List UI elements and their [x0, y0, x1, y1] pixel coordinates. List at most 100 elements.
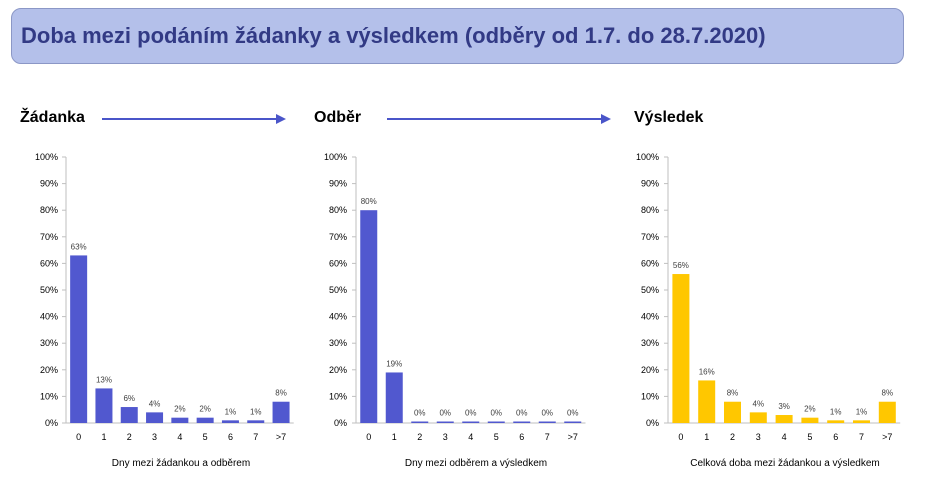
- bar: [221, 420, 239, 423]
- x-tick-label: 4: [468, 432, 473, 442]
- x-tick-label: 6: [833, 432, 838, 442]
- data-label: 0%: [439, 409, 451, 418]
- data-label: 3%: [778, 402, 790, 411]
- x-tick-label: 0: [366, 432, 371, 442]
- y-tick-label: 50%: [40, 285, 58, 295]
- y-tick-label: 90%: [40, 179, 58, 189]
- bar: [247, 420, 265, 423]
- data-label: 2%: [174, 405, 186, 414]
- y-tick-label: 60%: [40, 258, 58, 268]
- bar: [146, 412, 164, 423]
- data-label: 56%: [673, 261, 689, 270]
- bar: [698, 380, 716, 423]
- y-tick-label: 0%: [334, 418, 347, 428]
- stage-label-zadanka: Žádanka: [20, 109, 85, 126]
- bar: [120, 407, 138, 423]
- data-label: 19%: [386, 359, 402, 368]
- data-label: 8%: [727, 389, 739, 398]
- y-tick-label: 0%: [45, 418, 58, 428]
- data-label: 0%: [465, 409, 477, 418]
- stage-label-vysledek: Výsledek: [634, 109, 704, 126]
- arrow-right-icon: [387, 114, 611, 124]
- data-label: 13%: [96, 375, 112, 384]
- y-tick-label: 70%: [40, 232, 58, 242]
- y-tick-label: 20%: [329, 365, 347, 375]
- data-label: 0%: [490, 409, 502, 418]
- x-tick-label: 0: [678, 432, 683, 442]
- bar: [360, 210, 378, 423]
- x-tick-label: >7: [276, 432, 286, 442]
- y-tick-label: 80%: [40, 205, 58, 215]
- y-tick-label: 40%: [329, 312, 347, 322]
- data-label: 0%: [516, 409, 528, 418]
- data-label: 16%: [699, 367, 715, 376]
- y-tick-label: 30%: [641, 338, 659, 348]
- y-tick-label: 80%: [641, 205, 659, 215]
- y-tick-label: 80%: [329, 205, 347, 215]
- y-tick-label: 50%: [329, 285, 347, 295]
- y-tick-label: 40%: [40, 312, 58, 322]
- data-label: 8%: [275, 389, 287, 398]
- y-tick-label: 60%: [641, 258, 659, 268]
- y-tick-label: 10%: [641, 391, 659, 401]
- x-tick-label: >7: [882, 432, 892, 442]
- y-tick-label: 70%: [641, 232, 659, 242]
- y-tick-label: 90%: [329, 179, 347, 189]
- x-tick-label: 7: [253, 432, 258, 442]
- bar: [749, 412, 767, 423]
- data-label: 4%: [149, 399, 161, 408]
- bar: [196, 417, 214, 423]
- x-tick-label: 6: [519, 432, 524, 442]
- x-tick-label: 1: [101, 432, 106, 442]
- bar: [775, 415, 793, 423]
- chart-celkova-doba: 0% 10% 20% 30% 40% 50% 60% 70% 80% 90% 100% 56% 0 16%…: [636, 152, 901, 469]
- data-label: 1%: [830, 407, 842, 416]
- bar: [672, 274, 690, 423]
- y-tick-label: 100%: [324, 152, 347, 162]
- bar: [564, 421, 582, 423]
- bar: [95, 388, 113, 423]
- x-tick-label: 6: [228, 432, 233, 442]
- bar: [538, 421, 556, 423]
- y-tick-label: 60%: [329, 258, 347, 268]
- x-axis-title: Dny mezi odběrem a výsledkem: [405, 458, 547, 469]
- data-label: 63%: [71, 242, 87, 251]
- x-tick-label: 2: [127, 432, 132, 442]
- bar: [436, 421, 454, 423]
- title-banner: Doba mezi podáním žádanky a výsledkem (o…: [11, 8, 904, 64]
- y-tick-label: 10%: [329, 391, 347, 401]
- x-tick-label: >7: [568, 432, 578, 442]
- bar: [272, 401, 290, 423]
- y-tick-label: 10%: [40, 391, 58, 401]
- y-tick-label: 30%: [329, 338, 347, 348]
- data-label: 1%: [856, 407, 868, 416]
- bar: [171, 417, 189, 423]
- bar: [487, 421, 505, 423]
- x-tick-label: 7: [859, 432, 864, 442]
- y-tick-label: 20%: [641, 365, 659, 375]
- x-tick-label: 3: [152, 432, 157, 442]
- x-tick-label: 1: [704, 432, 709, 442]
- chart-odber-vysledek: 0%10%20%30%40%50%60%70%80%90%100%80%019%…: [324, 152, 586, 469]
- x-tick-label: 5: [494, 432, 499, 442]
- bar: [827, 420, 845, 423]
- bar: [385, 372, 403, 423]
- x-tick-label: 0: [76, 432, 81, 442]
- data-label: 2%: [199, 405, 211, 414]
- data-label: 2%: [804, 405, 816, 414]
- data-label: 6%: [123, 394, 135, 403]
- data-label: 4%: [753, 399, 765, 408]
- x-tick-label: 4: [177, 432, 182, 442]
- x-tick-label: 5: [807, 432, 812, 442]
- x-tick-label: 7: [545, 432, 550, 442]
- bar: [853, 420, 870, 423]
- data-label: 0%: [567, 409, 579, 418]
- y-tick-label: 50%: [641, 285, 659, 295]
- bar: [411, 421, 429, 423]
- y-tick-label: 20%: [40, 365, 58, 375]
- x-axis-title: Dny mezi žádankou a odběrem: [112, 458, 250, 469]
- x-tick-label: 1: [392, 432, 397, 442]
- x-tick-label: 2: [417, 432, 422, 442]
- data-label: 8%: [882, 389, 894, 398]
- bar: [801, 417, 819, 423]
